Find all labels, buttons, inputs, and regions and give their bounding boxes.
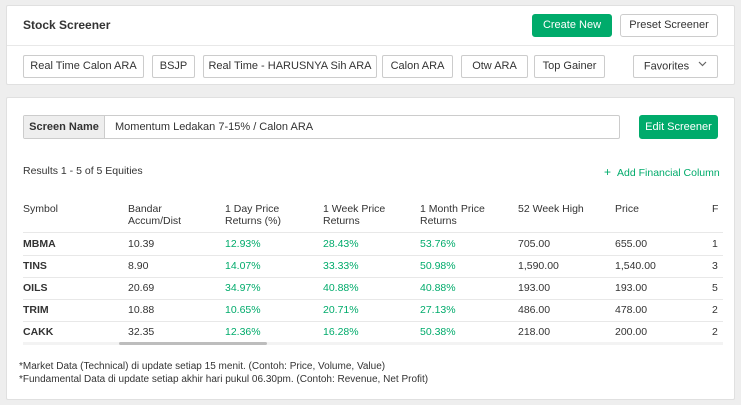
cell-week: 33.33% [323,260,359,272]
cell-high52: 193.00 [518,282,551,294]
footnote-market-data: *Market Data (Technical) di update setia… [19,361,386,372]
cell-symbol[interactable]: OILS [23,282,48,294]
cell-day: 10.65% [225,304,261,316]
plus-icon: + [604,165,612,179]
add-financial-column-link[interactable]: + Add Financial Column [604,165,720,179]
row-divider [23,277,723,278]
row-divider [23,255,723,256]
create-new-button[interactable]: Create New [532,14,612,37]
cell-symbol[interactable]: MBMA [23,238,56,250]
column-header-1month-returns[interactable]: 1 Month Price Returns [420,203,485,227]
page-title: Stock Screener [23,18,111,32]
cell-price: 655.00 [615,238,648,250]
cell-bandar: 10.88 [128,304,155,316]
cell-f: 2 [712,326,718,338]
cell-week: 40.88% [323,282,359,294]
cell-f: 3 [712,260,718,272]
header-divider [7,45,734,46]
horizontal-scroll-track[interactable] [23,342,723,345]
column-header-bandar[interactable]: Bandar Accum/Dist [128,203,182,227]
row-divider [23,321,723,322]
cell-day: 12.36% [225,326,261,338]
cell-bandar: 10.39 [128,238,155,250]
preset-tab-bsjp[interactable]: BSJP [152,55,195,78]
cell-f: 5 [712,282,718,294]
preset-tab-otw-ara[interactable]: Otw ARA [461,55,528,78]
column-header-price[interactable]: Price [615,203,639,215]
cell-symbol[interactable]: TRIM [23,304,49,316]
cell-price: 1,540.00 [615,260,656,272]
cell-high52: 218.00 [518,326,551,338]
column-header-1week-returns[interactable]: 1 Week Price Returns [323,203,386,227]
favorites-label: Favorites [643,60,690,73]
cell-high52: 705.00 [518,238,551,250]
cell-price: 200.00 [615,326,648,338]
preset-tab-real-time-calon-ara[interactable]: Real Time Calon ARA [23,55,144,78]
screener-results-panel: Screen Name Momentum Ledakan 7-15% / Cal… [6,97,735,400]
cell-f: 1 [712,238,718,250]
cell-bandar: 32.35 [128,326,155,338]
cell-symbol[interactable]: TINS [23,260,47,272]
screen-name-value: Momentum Ledakan 7-15% / Calon ARA [115,121,314,133]
horizontal-scrollbar-thumb[interactable] [119,342,267,345]
column-header-symbol[interactable]: Symbol [23,203,59,215]
cell-day: 34.97% [225,282,261,294]
cell-price: 478.00 [615,304,648,316]
cell-week: 16.28% [323,326,359,338]
cell-symbol[interactable]: CAKK [23,326,54,338]
cell-price: 193.00 [615,282,648,294]
favorites-dropdown[interactable]: Favorites [633,55,718,78]
preset-screener-button[interactable]: Preset Screener [620,14,718,37]
column-header-52week-high[interactable]: 52 Week High [518,203,584,215]
cell-month: 50.98% [420,260,456,272]
cell-week: 28.43% [323,238,359,250]
cell-day: 12.93% [225,238,261,250]
cell-month: 50.38% [420,326,456,338]
header-divider-line [23,232,723,233]
screen-name-field: Screen Name Momentum Ledakan 7-15% / Cal… [23,115,620,139]
cell-day: 14.07% [225,260,261,272]
cell-month: 53.76% [420,238,456,250]
cell-bandar: 8.90 [128,260,149,272]
preset-tab-top-gainer[interactable]: Top Gainer [534,55,605,78]
column-header-partial[interactable]: F [712,203,719,215]
cell-month: 40.88% [420,282,456,294]
column-header-1day-returns[interactable]: 1 Day Price Returns (%) [225,203,282,227]
preset-tab-calon-ara[interactable]: Calon ARA [382,55,453,78]
edit-screener-button[interactable]: Edit Screener [639,115,718,139]
cell-f: 2 [712,304,718,316]
add-financial-column-label: Add Financial Column [617,167,720,179]
cell-bandar: 20.69 [128,282,155,294]
row-divider [23,299,723,300]
preset-tab-harusnya-sih-ara[interactable]: Real Time - HARUSNYA Sih ARA [203,55,377,78]
cell-high52: 1,590.00 [518,260,559,272]
screener-header-panel: Stock Screener Create New Preset Screene… [6,5,735,85]
cell-week: 20.71% [323,304,359,316]
cell-month: 27.13% [420,304,456,316]
results-count: Results 1 - 5 of 5 Equities [23,165,143,177]
screen-name-label: Screen Name [24,116,105,138]
footnote-fundamental-data: *Fundamental Data di update setiap akhir… [19,374,429,385]
cell-high52: 486.00 [518,304,551,316]
chevron-down-icon [698,54,707,75]
